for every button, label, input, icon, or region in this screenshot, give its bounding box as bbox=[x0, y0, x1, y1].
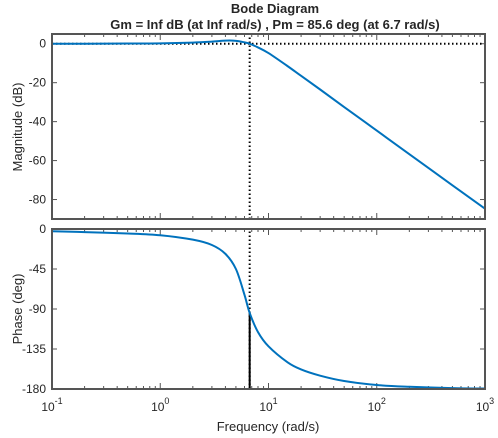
x-tick-label-base: 10 bbox=[368, 400, 382, 414]
magnitude-y-tick-label: -20 bbox=[29, 76, 47, 90]
x-tick-label-exponent: 3 bbox=[489, 396, 494, 406]
magnitude-y-tick-label: -60 bbox=[29, 154, 47, 168]
phase-axes-box bbox=[51, 228, 486, 390]
x-tick-label-base: 10 bbox=[151, 400, 165, 414]
magnitude-axes-box bbox=[51, 33, 486, 220]
x-tick-label-exponent: -1 bbox=[55, 396, 63, 406]
magnitude-plot-area bbox=[52, 34, 485, 219]
magnitude-plot: 0 -20 -40 -60 -80 Magnitude (dB) bbox=[10, 33, 486, 220]
x-axis-label: Frequency (rad/s) bbox=[217, 419, 320, 434]
magnitude-series-line bbox=[51, 39, 486, 210]
phase-y-tick-label: -45 bbox=[29, 262, 47, 276]
x-tick-label-base: 10 bbox=[41, 400, 55, 414]
x-tick-label: 103 bbox=[476, 396, 494, 414]
phase-plot: 0-45-90-135-180 10-1 100 101 102 103 Phase (… bbox=[10, 222, 494, 434]
phase-series-line bbox=[51, 230, 486, 390]
x-tick-label-base: 10 bbox=[476, 400, 490, 414]
phase-y-tick-label: -135 bbox=[22, 342, 46, 356]
magnitude-y-tick-label: -40 bbox=[29, 115, 47, 129]
chart-title: Bode Diagram bbox=[231, 1, 319, 16]
x-tick-label: 10-1 bbox=[41, 396, 62, 414]
x-tick-label-base: 10 bbox=[259, 400, 273, 414]
x-tick-label: 102 bbox=[368, 396, 386, 414]
magnitude-y-axis-label: Magnitude (dB) bbox=[10, 83, 25, 172]
x-tick-label-exponent: 0 bbox=[164, 396, 169, 406]
x-tick-label-exponent: 2 bbox=[381, 396, 386, 406]
phase-y-axis-label: Phase (deg) bbox=[10, 274, 25, 345]
phase-x-tick-labels: 10-1 100 101 102 103 bbox=[41, 396, 494, 414]
phase-y-tick-label: 0 bbox=[39, 222, 46, 236]
x-tick-label: 100 bbox=[151, 396, 169, 414]
phase-plot-area bbox=[52, 229, 485, 389]
magnitude-y-tick-labels: 0 -20 -40 -60 -80 bbox=[29, 37, 47, 207]
phase-y-tick-labels: 0 -45 -90 -135 -180 bbox=[22, 222, 46, 396]
magnitude-y-tick-label: 0 bbox=[39, 37, 46, 51]
magnitude-y-tick-label: -80 bbox=[29, 193, 47, 207]
x-tick-label: 101 bbox=[259, 396, 277, 414]
chart-subtitle: Gm = Inf dB (at Inf rad/s) , Pm = 85.6 d… bbox=[110, 17, 439, 32]
phase-y-tick-label: -180 bbox=[22, 382, 46, 396]
phase-y-tick-label: -90 bbox=[29, 302, 47, 316]
x-tick-label-exponent: 1 bbox=[273, 396, 278, 406]
